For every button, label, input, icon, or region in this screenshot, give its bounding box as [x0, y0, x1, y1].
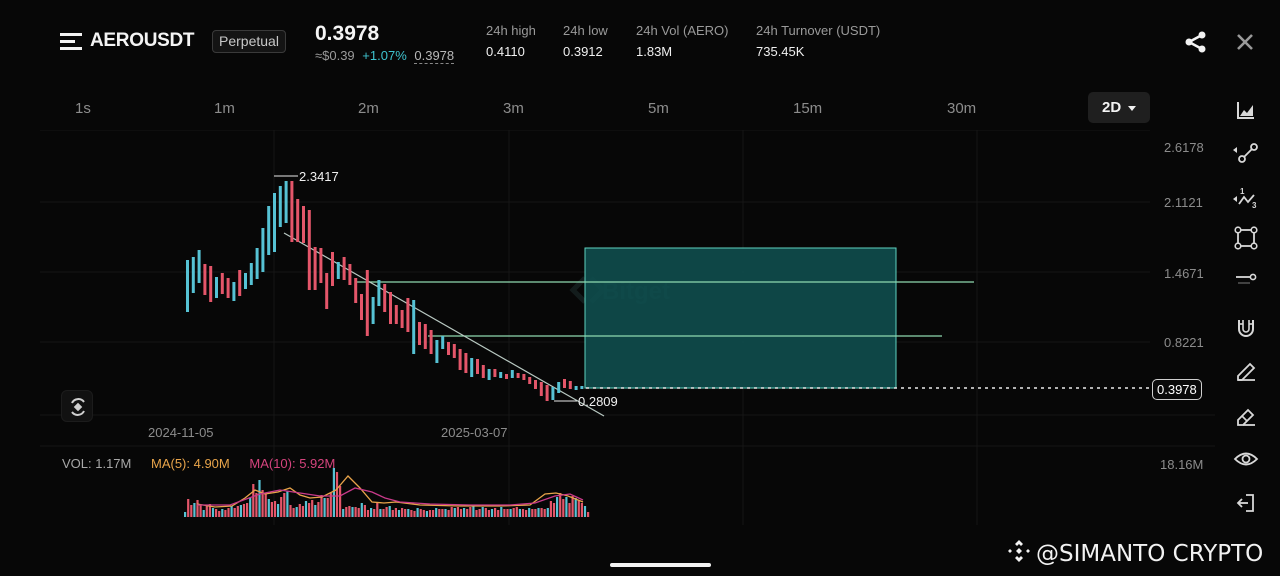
last-price: 0.3978	[315, 22, 380, 45]
y-axis-label: 0.8221	[1164, 335, 1204, 350]
interval-dropdown-2d[interactable]: 2D	[1088, 92, 1151, 123]
wave-icon[interactable]: 1 3	[1232, 184, 1260, 212]
stat-24h-high: 24h high 0.4110	[486, 23, 536, 59]
stat-24h-volume: 24h Vol (AERO) 1.83M	[636, 23, 729, 59]
stat-value: 0.4110	[486, 44, 525, 59]
stat-label: 24h Turnover (USDT)	[756, 23, 881, 38]
share-icon[interactable]	[1184, 30, 1208, 54]
interval-1m[interactable]: 1m	[214, 100, 235, 117]
eye-icon[interactable]	[1232, 445, 1260, 473]
current-price-tag: 0.3978	[1152, 379, 1202, 400]
drawing-toolbar: 1 3	[1224, 92, 1268, 522]
interval-selector: 1s 1m 2m 3m 5m 15m 30m 2D	[40, 92, 1170, 126]
reset-chart-button[interactable]	[61, 390, 93, 422]
y-axis-label: 2.1121	[1164, 195, 1203, 210]
interval-1s[interactable]: 1s	[75, 100, 91, 117]
ma5-value: MA(5): 4.90M	[151, 456, 230, 471]
stat-24h-turnover: 24h Turnover (USDT) 735.45K	[756, 23, 880, 59]
x-axis-date: 2025-03-07	[441, 425, 508, 440]
contract-type-badge: Perpetual	[212, 30, 286, 53]
interval-3m[interactable]: 3m	[503, 100, 524, 117]
fiat-price: ≈$0.39	[315, 48, 355, 63]
trendline-icon[interactable]	[1232, 139, 1260, 167]
rectangle-icon[interactable]	[1232, 224, 1260, 252]
interval-15m[interactable]: 15m	[793, 100, 823, 117]
menu-icon[interactable]	[60, 33, 82, 51]
stat-value: 1.83M	[636, 44, 673, 59]
low-price-marker: 0.2809	[578, 394, 618, 409]
x-axis-date: 2024-11-05	[148, 425, 214, 440]
stat-value: 735.45K	[756, 44, 805, 59]
reset-icon	[71, 398, 85, 416]
y-axis-label: 2.6178	[1164, 140, 1204, 155]
interval-30m[interactable]: 30m	[947, 100, 977, 117]
close-icon[interactable]	[1234, 31, 1256, 53]
volume-legend: VOL: 1.17M MA(5): 4.90M MA(10): 5.92M	[62, 456, 351, 471]
interval-2m[interactable]: 2m	[358, 100, 379, 117]
magnet-icon[interactable]	[1232, 314, 1260, 342]
high-price-marker: 2.3417	[299, 169, 339, 184]
chart-type-icon[interactable]	[1232, 96, 1260, 124]
svg-text:1: 1	[1240, 187, 1245, 196]
binance-logo-icon	[1008, 540, 1030, 562]
eraser-icon[interactable]	[1232, 402, 1260, 430]
watermark-text: @SIMANTO CRYPTO	[1036, 541, 1264, 567]
svg-text:3: 3	[1252, 201, 1257, 210]
y-axis-label: 1.4671	[1164, 266, 1204, 281]
volume-value: VOL: 1.17M	[62, 456, 132, 471]
stat-value: 0.3912	[563, 44, 603, 59]
ma10-value: MA(10): 5.92M	[249, 456, 336, 471]
candlestick-chart[interactable]: Bitget 2.3417 0.2809 2.6178 2.1121 1.467…	[0, 130, 1215, 530]
stat-label: 24h Vol (AERO)	[636, 23, 729, 38]
active-interval-label: 2D	[1102, 99, 1122, 116]
header: AEROUSDT Perpetual 0.3978 ≈$0.39 +1.07% …	[0, 0, 1280, 84]
stat-24h-low: 24h low 0.3912	[563, 23, 608, 59]
watermark: @SIMANTO CRYPTO	[1006, 538, 1263, 567]
chart-canvas: Bitget	[40, 130, 1215, 525]
mark-price[interactable]: 0.3978	[414, 48, 455, 64]
symbol-name[interactable]: AEROUSDT	[90, 30, 195, 51]
home-indicator[interactable]	[610, 563, 711, 567]
change-percent: +1.07%	[362, 48, 407, 63]
volume-axis-max: 18.16M	[1160, 457, 1204, 472]
price-sub-line: ≈$0.39 +1.07% 0.3978	[315, 48, 455, 64]
caret-down-icon	[1128, 105, 1137, 111]
interval-5m[interactable]: 5m	[648, 100, 669, 117]
stat-label: 24h low	[563, 23, 608, 38]
exit-icon[interactable]	[1232, 489, 1260, 517]
pencil-icon[interactable]	[1232, 358, 1260, 386]
horizontal-line-icon[interactable]	[1232, 264, 1260, 292]
stat-label: 24h high	[486, 23, 536, 38]
